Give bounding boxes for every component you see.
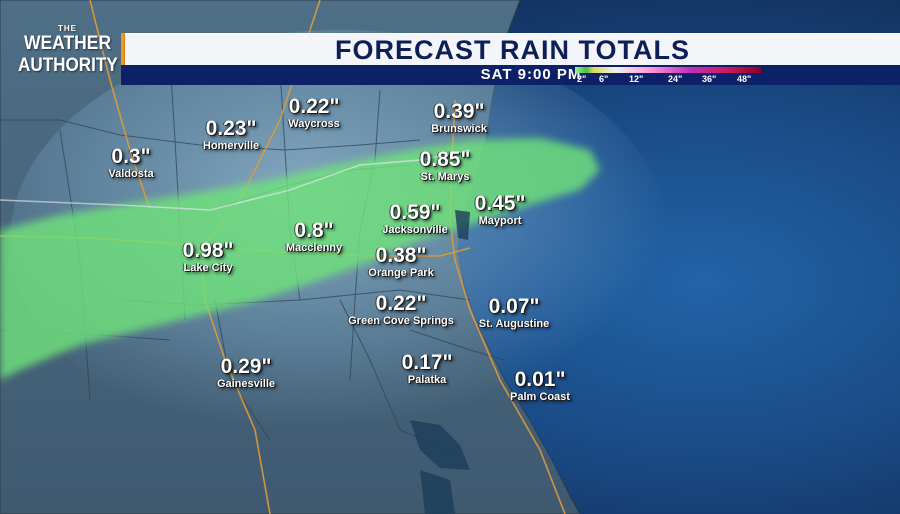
page-title: FORECAST RAIN TOTALS	[335, 35, 690, 65]
rain-amount: 0.98"	[182, 239, 234, 262]
city-valdosta: 0.3" Valdosta	[108, 146, 153, 181]
rain-amount: 0.23"	[205, 117, 257, 140]
rain-band	[0, 138, 600, 380]
city-name: Palatka	[407, 374, 447, 386]
weather-authority-logo: THE WEATHER AUTHORITY	[14, 24, 124, 82]
city-name: Homerville	[202, 140, 260, 152]
city-name: Lake City	[183, 262, 233, 274]
city-mayport: 0.45" Mayport	[475, 193, 526, 228]
logo-the: THE	[58, 24, 77, 33]
rain-amount: 0.3"	[111, 145, 151, 168]
city-jacksonville: 0.59" Jacksonville	[382, 202, 447, 237]
valid-time: SAT 9:00 PM	[480, 66, 582, 83]
coastal-inlets	[410, 210, 470, 514]
city-macclenny: 0.8" Macclenny	[286, 220, 342, 255]
city-name: Orange Park	[368, 267, 434, 279]
legend-label: 2"	[577, 74, 587, 84]
state-line	[0, 149, 471, 211]
city-green-cove-springs: 0.22" Green Cove Springs	[348, 293, 454, 328]
rain-amount: 0.45"	[474, 192, 526, 215]
city-name: St. Marys	[420, 171, 470, 183]
rain-amount: 0.22"	[375, 292, 427, 315]
logo-authority: AUTHORITY	[18, 55, 118, 76]
rain-amount: 0.22"	[288, 95, 340, 118]
rain-amount: 0.59"	[389, 201, 441, 224]
city-name: Brunswick	[431, 123, 487, 135]
accent-stripe	[121, 33, 125, 65]
legend-label: 12"	[629, 74, 644, 84]
rain-amount: 0.01"	[514, 368, 566, 391]
legend-label: 24"	[668, 74, 683, 84]
rain-amount: 0.8"	[294, 219, 334, 242]
city-name: Green Cove Springs	[348, 315, 454, 327]
city-lake-city: 0.98" Lake City	[183, 240, 234, 275]
city-palm-coast: 0.01" Palm Coast	[510, 369, 570, 404]
city-homerville: 0.23" Homerville	[203, 118, 259, 153]
rain-amount: 0.17"	[401, 351, 453, 374]
city-st-augustine: 0.07" St. Augustine	[479, 296, 549, 331]
city-orange-park: 0.38" Orange Park	[368, 245, 433, 280]
rain-legend: 2" 6" 12" 24" 36" 48"	[575, 67, 765, 84]
rain-amount: 0.39"	[433, 100, 485, 123]
city-name: Gainesville	[216, 378, 276, 390]
city-palatka: 0.17" Palatka	[402, 352, 453, 387]
city-st-marys: 0.85" St. Marys	[420, 149, 471, 184]
city-name: St. Augustine	[478, 318, 550, 330]
title-bar: FORECAST RAIN TOTALS	[125, 33, 900, 66]
city-name: Palm Coast	[510, 391, 570, 403]
city-name: Waycross	[288, 118, 340, 130]
rain-amount: 0.07"	[488, 295, 540, 318]
rain-amount: 0.85"	[419, 148, 471, 171]
city-name: Mayport	[478, 215, 522, 227]
rain-amount: 0.38"	[375, 244, 427, 267]
logo-weather: WEATHER	[24, 33, 112, 54]
rain-amount: 0.29"	[220, 355, 272, 378]
city-name: Macclenny	[285, 242, 343, 254]
legend-label: 6"	[599, 74, 609, 84]
legend-label: 48"	[737, 74, 752, 84]
legend-label: 36"	[702, 74, 717, 84]
city-name: Valdosta	[108, 168, 154, 180]
city-brunswick: 0.39" Brunswick	[431, 101, 487, 136]
city-gainesville: 0.29" Gainesville	[217, 356, 275, 391]
city-waycross: 0.22" Waycross	[288, 96, 340, 131]
city-name: Jacksonville	[382, 224, 448, 236]
legend-color-scale	[575, 67, 761, 73]
subtitle-bar: SAT 9:00 PM	[121, 65, 900, 85]
